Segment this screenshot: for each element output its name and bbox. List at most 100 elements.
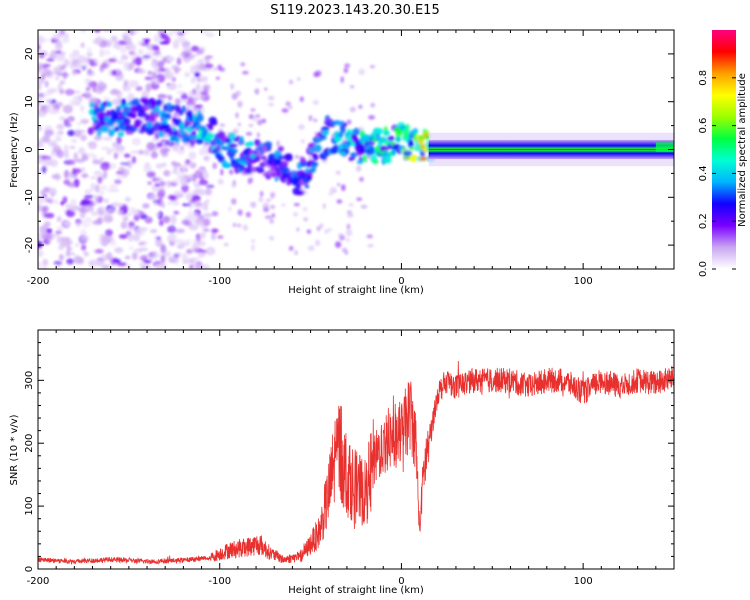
spectral-blob — [114, 247, 124, 254]
spectral-blob — [40, 38, 50, 42]
colorbar-tick-label: 0.4 — [698, 165, 709, 181]
ridge-blob — [374, 127, 384, 135]
spectral-blob — [100, 173, 106, 180]
spectral-blob — [105, 229, 113, 237]
spectral-blob — [199, 78, 205, 83]
spectral-blob — [57, 124, 64, 130]
spectral-blob — [198, 251, 206, 258]
spectral-blob — [202, 204, 209, 211]
ridge-blob — [134, 119, 143, 126]
spectral-blob — [293, 212, 299, 217]
spectral-blob — [188, 224, 199, 231]
figure-title: S119.2023.143.20.30.E15 — [270, 3, 439, 18]
spectral-blob — [111, 98, 121, 106]
spectral-blob — [344, 63, 351, 68]
spectral-blob — [88, 220, 94, 226]
spectral-blob — [80, 198, 91, 206]
spectral-blob — [80, 167, 85, 173]
spectral-blob — [150, 61, 155, 68]
spectral-blob — [131, 137, 141, 146]
ridge-blob — [409, 146, 415, 151]
spectral-blob — [74, 256, 83, 265]
spectral-blob — [83, 252, 90, 257]
spectral-blob — [63, 221, 70, 227]
spectral-blob — [70, 138, 78, 144]
ridge-blob — [387, 135, 395, 141]
spectral-blob — [91, 211, 98, 217]
ridge-blob — [358, 148, 367, 153]
snr-panel: -200 -100 0 100 0 100 200 300 Height of straigh… — [9, 329, 675, 596]
spectral-blob — [38, 70, 45, 74]
spectral-blob — [145, 83, 152, 92]
spectral-blob — [85, 152, 95, 158]
spectral-blob — [138, 48, 144, 55]
spectral-blob — [71, 70, 78, 76]
ridge-blob — [117, 131, 125, 138]
spectrogram-y-tick-label: -20 — [24, 237, 35, 253]
spectral-blob — [41, 233, 52, 240]
ridge-blob — [379, 145, 389, 153]
snr-y-tick-label: 200 — [24, 434, 35, 453]
spectral-blob — [65, 249, 71, 258]
spectral-blob — [340, 76, 345, 83]
ridge-blob — [235, 135, 241, 141]
spectral-blob — [64, 149, 69, 159]
spectral-blob — [153, 77, 159, 84]
spectrogram-x-tick-label: 0 — [398, 276, 404, 287]
spectral-blob — [64, 58, 70, 67]
spectral-blob — [205, 32, 215, 38]
ridge-blob — [228, 143, 238, 148]
spectral-blob — [72, 95, 80, 104]
ridge-blob — [333, 120, 342, 126]
ridge-blob — [254, 155, 261, 162]
spectral-blob — [167, 71, 174, 81]
spectral-blob — [174, 98, 182, 105]
spectral-blob — [335, 241, 342, 249]
spectral-blob — [171, 169, 179, 174]
ridge-blob — [353, 127, 360, 136]
spectral-blob — [296, 77, 301, 81]
spectral-blob — [142, 57, 149, 62]
spectral-blob — [142, 90, 150, 99]
spectral-blob — [103, 211, 111, 218]
spectral-blob — [86, 87, 90, 91]
spectral-blob — [80, 30, 86, 34]
ridge-blob — [339, 125, 346, 134]
ridge-blob — [174, 135, 181, 144]
spectral-blob — [180, 191, 186, 196]
spectral-blob — [61, 35, 70, 44]
spectral-blob — [181, 203, 191, 207]
spectral-blob — [259, 190, 264, 198]
spectral-blob — [150, 151, 158, 159]
spectral-blob — [67, 241, 74, 245]
spectral-blob — [141, 55, 151, 59]
snr-x-label: Height of straight line (km) — [288, 585, 424, 596]
spectral-blob — [155, 260, 161, 266]
ridge-blob — [250, 166, 258, 173]
spectral-blob — [127, 160, 133, 169]
spectral-blob — [288, 79, 294, 85]
spectral-blob — [80, 118, 90, 124]
spectral-blob — [147, 70, 152, 76]
spectral-blob — [44, 80, 49, 88]
colorbar-tick-label: 0.8 — [698, 70, 709, 86]
spectral-blob — [171, 64, 178, 71]
spectral-blob — [368, 115, 376, 120]
spectral-blob — [124, 196, 131, 202]
spectral-blob — [192, 173, 197, 183]
spectral-blob — [298, 124, 305, 130]
spectral-blob — [107, 188, 114, 193]
spectral-blob — [158, 219, 164, 226]
ridge-blob — [265, 174, 271, 180]
spectral-blob — [78, 147, 86, 155]
spectral-blob — [188, 145, 196, 149]
spectral-blob — [97, 176, 103, 184]
ridge-blob — [332, 144, 340, 154]
spectral-blob — [111, 162, 117, 169]
spectral-blob — [150, 81, 160, 90]
spectral-blob — [242, 224, 248, 231]
spectral-blob — [248, 123, 254, 128]
spectral-blob — [56, 216, 62, 223]
